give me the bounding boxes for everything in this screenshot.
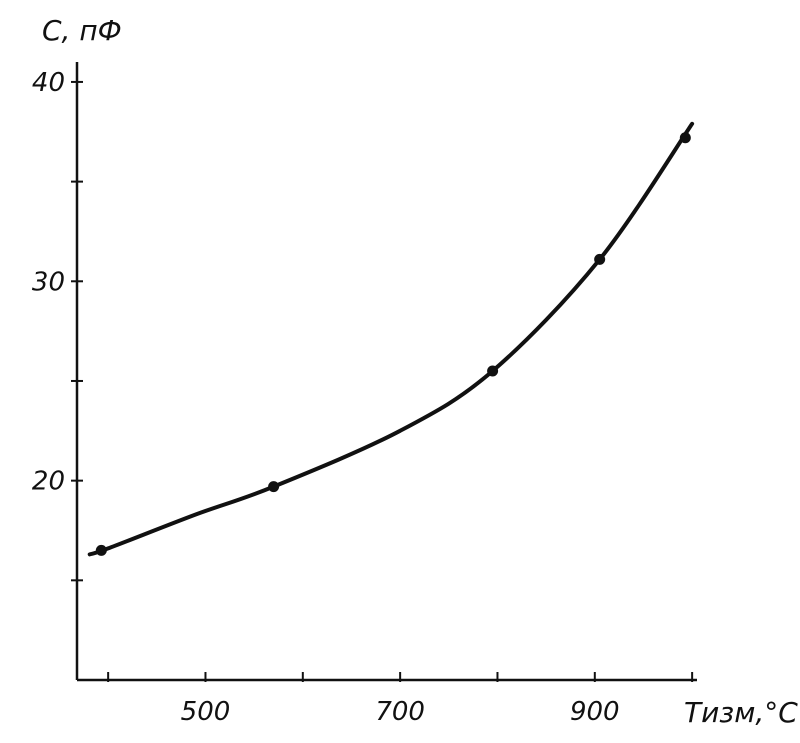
tick-labels: 20 30 40 500 700 900 [32,68,620,727]
series-line [90,124,692,555]
x-tick-label-900: 900 [570,697,620,727]
x-axis-label: Tизм,°C [684,696,798,729]
x-tick-label-700: 700 [375,697,425,727]
axes [77,62,697,680]
data-point-3 [487,366,498,377]
x-tick-label-500: 500 [181,697,231,727]
data-point-4 [594,254,605,265]
data-point-2 [268,481,279,492]
markers [96,132,691,556]
data-point-1 [96,545,107,556]
data-point-5 [680,132,691,143]
y-tick-label-40: 40 [32,68,65,98]
series [90,124,692,555]
y-axis-label: C, пФ [42,14,122,47]
y-tick-label-30: 30 [32,267,65,297]
y-tick-label-20: 20 [32,467,65,497]
ticks [71,82,692,682]
